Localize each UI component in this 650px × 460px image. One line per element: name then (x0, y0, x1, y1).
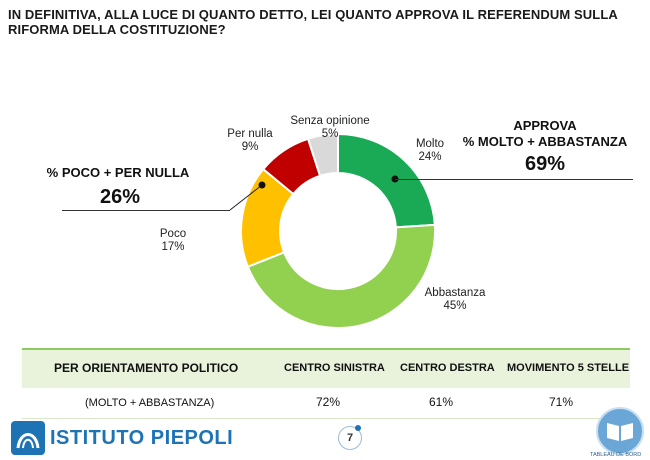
page-dot-icon (355, 425, 361, 431)
table-header-centro-sinistra: CENTRO SINISTRA (284, 362, 385, 374)
leader-line-disapprova (229, 184, 263, 211)
book-icon (607, 423, 633, 441)
disapprova-heading: % POCO + PER NULLA (46, 165, 190, 180)
page-number: 7 (338, 426, 362, 450)
table-row-divider (22, 418, 630, 419)
slice-label-abbastanza: Abbastanza 45% (415, 287, 495, 313)
disapprova-value: 26% (99, 186, 141, 208)
approva-subheading: % MOLTO + ABBASTANZA (462, 134, 628, 149)
slice-label-molto: Molto 24% (405, 138, 455, 164)
brand-name: ISTITUTO PIEPOLI (50, 427, 234, 449)
donut-chart (229, 132, 436, 329)
approva-value: 69% (524, 153, 566, 175)
slice-label-molto-value: 24% (418, 151, 442, 163)
slice-label-senza-opinione-value: 5% (321, 128, 339, 140)
slice-label-per-nulla: Per nulla 9% (220, 128, 280, 154)
slice-senza-opinione (306, 132, 339, 178)
slice-label-per-nulla-value: 9% (241, 141, 259, 153)
leader-line-disapprova-dot (258, 181, 266, 189)
badge-text: TABLEAU DE BORD (590, 452, 642, 458)
istituto-piepoli-logo: ISTITUTO PIEPOLI (10, 418, 233, 458)
table-cell-centro-sinistra: 72% (316, 395, 341, 409)
slice-label-abbastanza-name: Abbastanza (424, 287, 486, 299)
approva-heading: APPROVA (513, 118, 577, 133)
slice-label-senza-opinione: Senza opinione 5% (280, 115, 380, 141)
tableau-de-bord-logo (596, 407, 644, 455)
slice-label-senza-opinione-name: Senza opinione (290, 115, 370, 127)
table-row-label: (MOLTO + ABBASTANZA) (85, 397, 215, 409)
table-header: PER ORIENTAMENTO POLITICO CENTRO SINISTR… (22, 348, 630, 388)
slice-label-poco: Poco 17% (148, 228, 198, 254)
page-title: IN DEFINITIVA, ALLA LUCE DI QUANTO DETTO… (8, 7, 618, 37)
slice-label-abbastanza-value: 45% (443, 300, 467, 312)
slice-abbastanza (246, 223, 436, 329)
table-cell-centro-destra: 61% (429, 395, 454, 409)
table-header-centro-destra: CENTRO DESTRA (400, 362, 495, 374)
disapprova-line (62, 210, 230, 211)
slice-label-molto-name: Molto (415, 138, 445, 150)
slice-label-per-nulla-name: Per nulla (227, 128, 273, 140)
piepoli-logo-icon (11, 421, 45, 455)
approva-line (395, 179, 633, 180)
slice-label-poco-name: Poco (159, 228, 187, 240)
table-header-orientamento: PER ORIENTAMENTO POLITICO (54, 361, 239, 375)
table-header-m5s: MOVIMENTO 5 STELLE (507, 362, 630, 374)
slice-label-poco-value: 17% (161, 241, 185, 253)
table-cell-m5s: 71% (549, 395, 574, 409)
